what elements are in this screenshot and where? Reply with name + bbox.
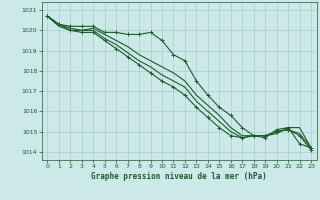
X-axis label: Graphe pression niveau de la mer (hPa): Graphe pression niveau de la mer (hPa): [91, 172, 267, 181]
